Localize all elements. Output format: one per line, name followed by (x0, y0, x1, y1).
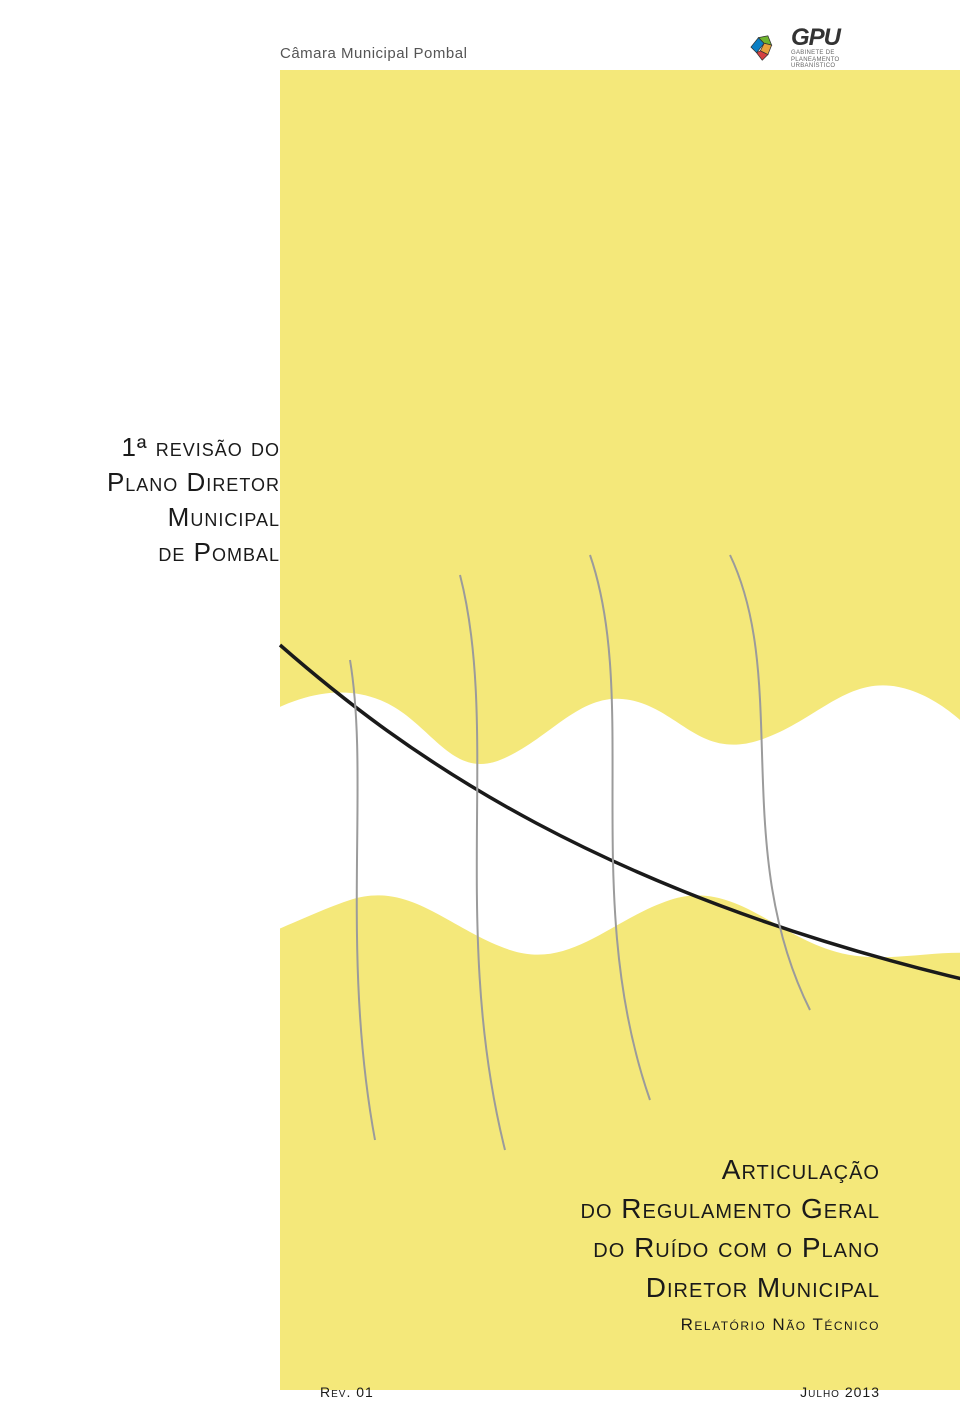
header: Câmara Municipal Pombal GPU GABINETE DE … (0, 10, 960, 70)
subtitle-line-1: Articulação (280, 1150, 880, 1189)
date-label: Julho 2013 (800, 1384, 880, 1400)
title-line-3: de Pombal (30, 535, 280, 570)
main-title: 1ª revisão do Plano Diretor Municipal de… (30, 430, 280, 570)
org-name: Câmara Municipal Pombal (280, 45, 467, 70)
subtitle-small: Relatório Não Técnico (280, 1315, 880, 1335)
decorative-curves (250, 500, 960, 1220)
logo-text: GPU GABINETE DE PLANEAMENTO URBANÍSTICO (791, 26, 840, 70)
subtitle-line-4: Diretor Municipal (280, 1268, 880, 1307)
subtitle-line-2: do Regulamento Geral (280, 1189, 880, 1228)
footer: Rev. 01 Julho 2013 (280, 1384, 920, 1400)
subtitle: Articulação do Regulamento Geral do Ruíd… (280, 1150, 920, 1335)
gpu-logo-icon (747, 32, 785, 64)
title-line-1: 1ª revisão do (30, 430, 280, 465)
title-line-2: Plano Diretor Municipal (30, 465, 280, 535)
revision-label: Rev. 01 (320, 1384, 374, 1400)
logo-sub-3: URBANÍSTICO (791, 63, 840, 70)
subtitle-line-3: do Ruído com o Plano (280, 1228, 880, 1267)
logo: GPU GABINETE DE PLANEAMENTO URBANÍSTICO (747, 26, 840, 70)
logo-sub-1: GABINETE DE (791, 50, 840, 57)
logo-main-text: GPU (791, 26, 840, 50)
